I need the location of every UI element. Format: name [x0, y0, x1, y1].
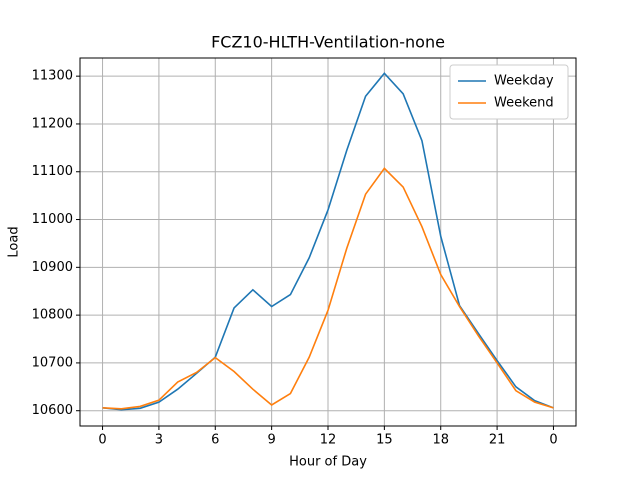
y-tick-label: 10600 — [32, 403, 73, 418]
legend-label: Weekend — [494, 96, 554, 111]
y-tick-label: 11000 — [32, 212, 73, 227]
legend-box — [449, 64, 569, 120]
chart-title: FCZ10-HLTH-Ventilation-none — [211, 33, 445, 52]
y-tick-label: 11200 — [32, 116, 73, 131]
x-tick-label: 18 — [432, 433, 449, 448]
x-tick-label: 12 — [320, 433, 337, 448]
x-tick-label: 21 — [489, 433, 506, 448]
line — [102, 167, 554, 410]
y-tick-label: 11300 — [32, 69, 73, 84]
legend-label: Weekday — [494, 74, 554, 89]
x-tick-label: 0 — [98, 433, 106, 448]
y-axis-label: Load — [7, 226, 22, 257]
x-tick-label: 3 — [155, 433, 163, 448]
y-tick-label: 10700 — [32, 355, 73, 370]
x-axis-label: Hour of Day — [289, 455, 367, 470]
y-tick-label: 10800 — [32, 308, 73, 323]
x-tick-label: 9 — [267, 433, 275, 448]
x-tick-label: 15 — [376, 433, 393, 448]
plot-frame — [79, 57, 577, 427]
y-tick-label: 11100 — [32, 164, 73, 179]
y-tick-label: 10900 — [32, 260, 73, 275]
x-tick-label: 0 — [549, 433, 557, 448]
x-tick-label: 6 — [211, 433, 219, 448]
line — [102, 72, 554, 411]
